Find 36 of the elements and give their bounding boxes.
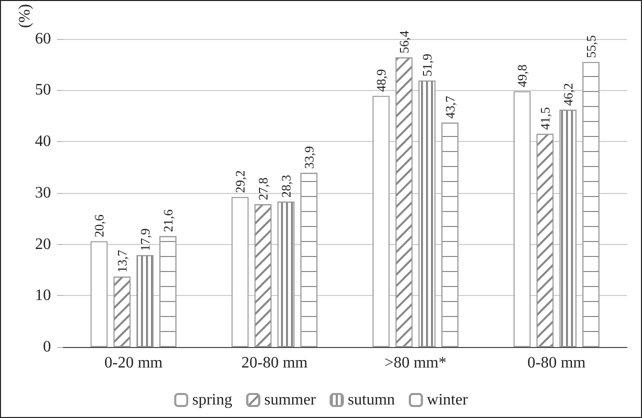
legend-label: summer xyxy=(264,392,316,408)
x-tick-label: 20-80 mm xyxy=(241,354,308,372)
data-label: 27,8 xyxy=(256,177,271,200)
data-label: 43,7 xyxy=(442,95,458,119)
data-label: 46,2 xyxy=(560,83,576,106)
data-label: 20,6 xyxy=(92,214,107,238)
data-label: 28,3 xyxy=(278,174,294,198)
data-label: 48,9 xyxy=(374,69,389,92)
data-label: 56,4 xyxy=(396,30,412,54)
data-label: 29,2 xyxy=(232,170,248,194)
data-label: 51,9 xyxy=(419,54,434,76)
data-label: 21,6 xyxy=(160,208,176,232)
y-axis-title: (%) xyxy=(16,4,34,28)
data-label: 13,7 xyxy=(114,249,130,273)
data-label: 41,5 xyxy=(538,107,553,130)
data-label: 17,9 xyxy=(137,228,152,252)
y-tick-label: 20 xyxy=(35,236,51,253)
legend-label: spring xyxy=(192,392,232,408)
y-tick-label: 50 xyxy=(35,82,51,99)
bar xyxy=(372,96,390,347)
data-label: 33,9 xyxy=(301,146,316,169)
x-tick-label: >80 mm* xyxy=(384,354,446,372)
legend-label: winter xyxy=(426,392,468,408)
x-tick-label: 0-80 mm xyxy=(527,354,586,372)
y-tick-label: 10 xyxy=(35,287,51,304)
y-tick-label: 60 xyxy=(35,30,51,48)
bar xyxy=(90,241,108,347)
data-label: 55,5 xyxy=(583,35,598,58)
data-label: 49,8 xyxy=(514,64,530,88)
y-tick-label: 40 xyxy=(35,133,51,150)
x-tick-label: 0-20 mm xyxy=(104,354,164,372)
y-tick-label: 0 xyxy=(43,338,51,356)
bar xyxy=(232,197,249,347)
y-tick-label: 30 xyxy=(35,184,51,202)
legend-label: sutumn xyxy=(348,392,395,408)
bar xyxy=(514,91,531,347)
